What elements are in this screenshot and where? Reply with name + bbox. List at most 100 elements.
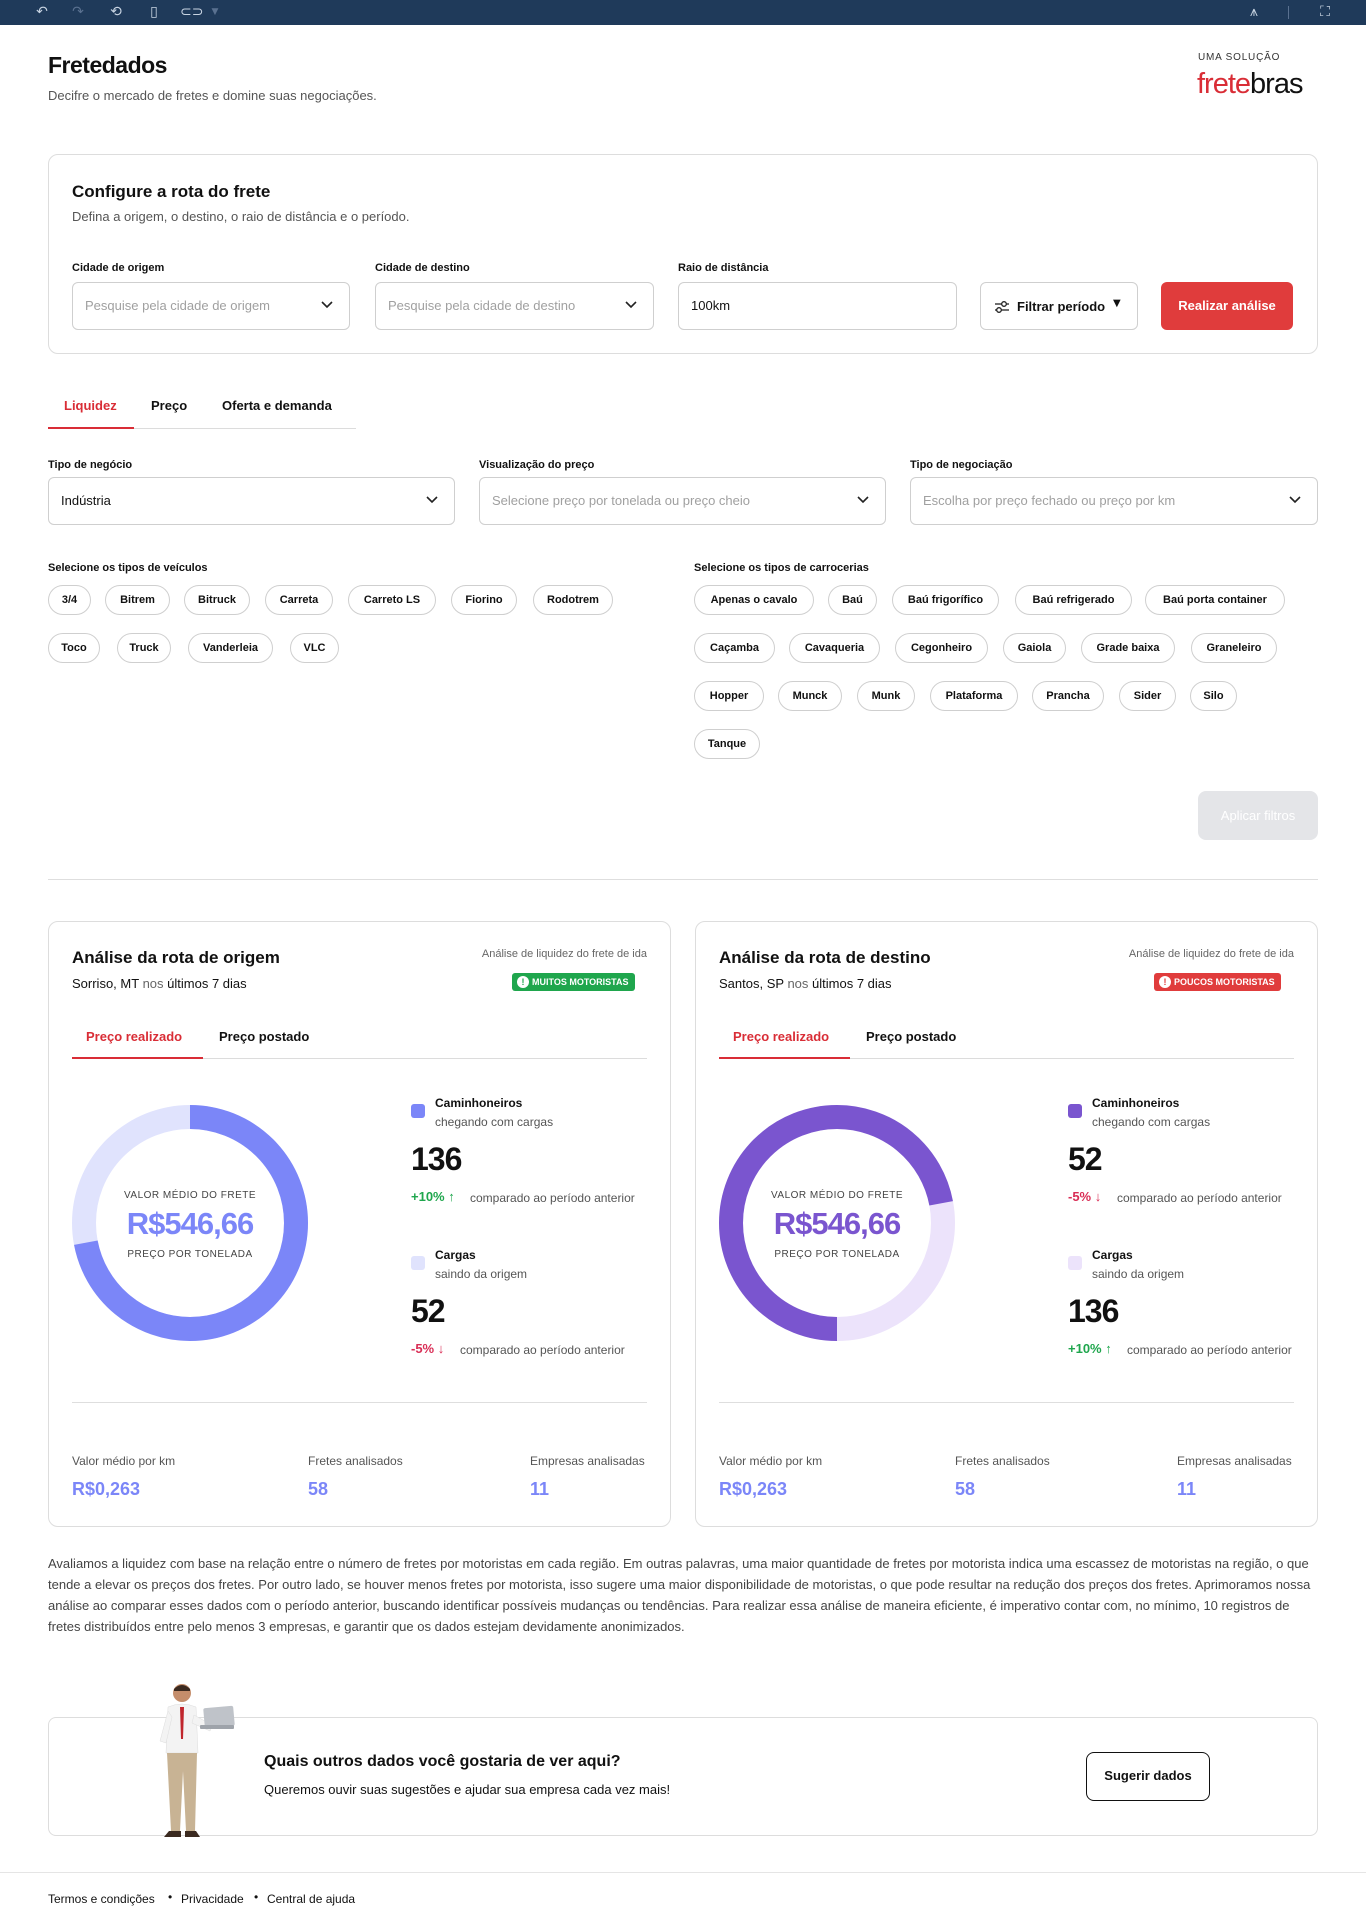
origin-city-select[interactable]: Pesquise pela cidade de origem [72, 282, 350, 330]
chip-body[interactable]: Baú [828, 585, 877, 615]
destination-city-select[interactable]: Pesquise pela cidade de destino [375, 282, 654, 330]
chip-body[interactable]: Baú porta container [1145, 585, 1285, 615]
chip-body[interactable]: Cavaqueria [789, 633, 880, 663]
alert-icon: ! [517, 976, 529, 988]
link-icon[interactable]: ⊂⊃ [180, 4, 204, 20]
tab-preco[interactable]: Preço [151, 398, 188, 413]
tab-preco-postado[interactable]: Preço postado [219, 1029, 310, 1044]
chip-body[interactable]: Prancha [1032, 681, 1104, 711]
chip-vehicle[interactable]: VLC [290, 633, 339, 663]
metric-value: 136 [411, 1141, 462, 1177]
chevron-down-icon [1287, 491, 1303, 507]
top-toolbar: ↶ ↷ ⟲ ▯ ⊂⊃ ▼ ⩚ ⛶ [0, 0, 1366, 25]
destination-placeholder: Pesquise pela cidade de destino [388, 298, 576, 313]
chip-body[interactable]: Munk [857, 681, 915, 711]
chip-body[interactable]: Munck [778, 681, 842, 711]
chip-vehicle[interactable]: Rodotrem [533, 585, 613, 615]
chip-body[interactable]: Sider [1119, 681, 1176, 711]
suggest-data-button[interactable]: Sugerir dados [1086, 1752, 1210, 1801]
chip-vehicle[interactable]: Toco [48, 633, 100, 663]
origin-card-tag: Análise de liquidez do frete de ida [481, 948, 647, 960]
chip-body[interactable]: Tanque [694, 729, 760, 759]
dropdown-caret-icon[interactable]: ▼ [211, 7, 219, 17]
donut-arc [719, 1105, 955, 1341]
fullscreen-icon[interactable]: ⛶ [1320, 4, 1330, 20]
metric-compare: comparado ao período anterior [460, 1343, 625, 1357]
price-view-select[interactable]: Selecione preço por tonelada ou preço ch… [479, 477, 886, 525]
chip-vehicle[interactable]: Truck [117, 633, 171, 663]
business-type-select[interactable]: Indústria [48, 477, 455, 525]
tab-liquidez[interactable]: Liquidez [64, 398, 117, 413]
tab-oferta-demanda[interactable]: Oferta e demanda [222, 398, 332, 413]
chip-vehicle[interactable]: Carreto LS [348, 585, 436, 615]
redo-icon[interactable]: ↷ [72, 4, 84, 20]
origin-label: Cidade de origem [72, 262, 165, 274]
route-config-title: Configure a rota do frete [72, 182, 271, 201]
clipboard-icon[interactable]: ▯ [150, 4, 158, 20]
undo-icon[interactable]: ↶ [36, 4, 48, 20]
chip-vehicle[interactable]: Bitruck [184, 585, 250, 615]
library-icon[interactable]: ⩚ [1250, 4, 1258, 20]
chip-body[interactable]: Graneleiro [1191, 633, 1277, 663]
brand-tagline: UMA SOLUÇÃO [1198, 52, 1281, 63]
chip-vehicle[interactable]: Carreta [265, 585, 333, 615]
chip-body[interactable]: Hopper [694, 681, 764, 711]
chip-body[interactable]: Caçamba [694, 633, 775, 663]
origin-donut-chart [72, 1105, 308, 1341]
tab-active-indicator [72, 1057, 203, 1059]
destination-card-tag: Análise de liquidez do frete de ida [1128, 948, 1294, 960]
chip-body[interactable]: Grade baixa [1081, 633, 1175, 663]
destination-label: Cidade de destino [375, 262, 470, 274]
route-config-subtitle: Defina a origem, o destino, o raio de di… [72, 209, 410, 224]
sliders-icon [993, 298, 1011, 316]
tab-preco-realizado[interactable]: Preço realizado [733, 1029, 830, 1044]
footer-link-terms[interactable]: Termos e condições [48, 1892, 155, 1906]
legend-subtitle: chegando com cargas [435, 1115, 554, 1129]
tab-preco-realizado[interactable]: Preço realizado [86, 1029, 183, 1044]
chip-body[interactable]: Baú frigorífico [892, 585, 999, 615]
chip-body[interactable]: Silo [1190, 681, 1237, 711]
stat-value: 58 [955, 1479, 976, 1499]
donut-caption-top: VALOR MÉDIO DO FRETE [770, 1190, 904, 1201]
chip-body[interactable]: Cegonheiro [895, 633, 988, 663]
stat-label: Empresas analisadas [530, 1454, 645, 1468]
analyze-button[interactable]: Realizar análise [1161, 282, 1293, 330]
origin-card-title: Análise da rota de origem [72, 948, 280, 967]
tab-preco-postado[interactable]: Preço postado [866, 1029, 957, 1044]
status-badge: ! POUCOS MOTORISTAS [1154, 973, 1281, 991]
chip-body[interactable]: Apenas o cavalo [694, 585, 814, 615]
radius-label: Raio de distância [678, 262, 769, 274]
metric-compare: comparado ao período anterior [1127, 1343, 1292, 1357]
chip-body[interactable]: Plataforma [930, 681, 1018, 711]
donut-value: R$546,66 [773, 1206, 901, 1241]
price-view-placeholder: Selecione preço por tonelada ou preço ch… [492, 493, 751, 508]
filter-period-button[interactable]: Filtrar período ▼ [980, 282, 1138, 330]
metric-delta: +10% ↑ [411, 1189, 455, 1204]
business-type-value: Indústria [61, 493, 111, 508]
refresh-icon[interactable]: ⟲ [110, 4, 122, 20]
liquidity-explanation: Avaliamos a liquidez com base na relação… [48, 1556, 1311, 1634]
donut-value: R$546,66 [126, 1206, 254, 1241]
destination-analysis-card [695, 921, 1318, 1527]
chip-body[interactable]: Gaiola [1003, 633, 1066, 663]
brand-logo[interactable]: fretebras [1197, 68, 1303, 100]
footer-link-help[interactable]: Central de ajuda [267, 1892, 356, 1906]
origin-route-period: Sorriso, MT nos últimos 7 dias [72, 976, 247, 991]
legend-subtitle: saindo da origem [435, 1267, 528, 1281]
chip-vehicle[interactable]: 3/4 [48, 585, 91, 615]
legend-swatch [411, 1256, 425, 1270]
section-divider [48, 879, 1318, 880]
negotiation-type-label: Tipo de negociação [910, 459, 1013, 471]
chip-body[interactable]: Baú refrigerado [1015, 585, 1132, 615]
chip-vehicle[interactable]: Bitrem [105, 585, 170, 615]
stat-value: 11 [1177, 1479, 1197, 1499]
negotiation-type-select[interactable]: Escolha por preço fechado ou preço por k… [910, 477, 1318, 525]
chip-vehicle[interactable]: Vanderleia [188, 633, 273, 663]
apply-filters-button[interactable]: Aplicar filtros [1198, 791, 1318, 840]
chevron-down-icon [319, 296, 335, 312]
chip-vehicle[interactable]: Fiorino [451, 585, 517, 615]
radius-input[interactable]: 100km [678, 282, 957, 330]
footer-link-privacy[interactable]: Privacidade [181, 1892, 244, 1906]
donut-caption-bottom: PREÇO POR TONELADA [774, 1249, 900, 1260]
radius-value: 100km [691, 298, 731, 313]
